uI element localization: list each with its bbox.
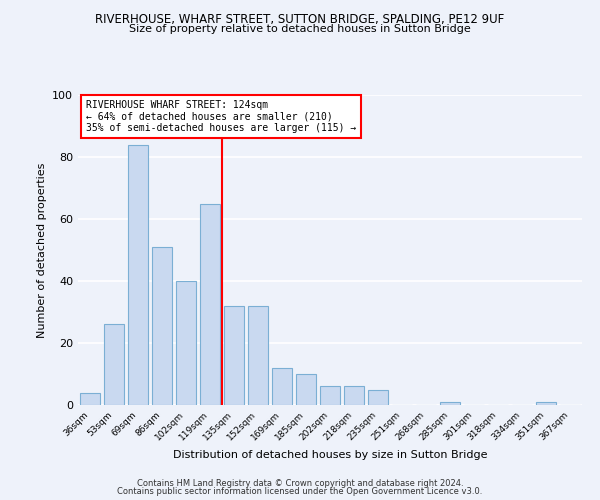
Bar <box>440 402 460 405</box>
Bar <box>128 144 148 405</box>
Bar <box>248 306 268 405</box>
Bar <box>200 204 220 405</box>
Bar <box>224 306 244 405</box>
Bar <box>320 386 340 405</box>
Text: Contains public sector information licensed under the Open Government Licence v3: Contains public sector information licen… <box>118 487 482 496</box>
Text: RIVERHOUSE WHARF STREET: 124sqm
← 64% of detached houses are smaller (210)
35% o: RIVERHOUSE WHARF STREET: 124sqm ← 64% of… <box>86 100 356 133</box>
Bar <box>80 392 100 405</box>
Y-axis label: Number of detached properties: Number of detached properties <box>37 162 47 338</box>
Bar <box>104 324 124 405</box>
Text: Contains HM Land Registry data © Crown copyright and database right 2024.: Contains HM Land Registry data © Crown c… <box>137 478 463 488</box>
Bar <box>296 374 316 405</box>
Bar <box>152 247 172 405</box>
X-axis label: Distribution of detached houses by size in Sutton Bridge: Distribution of detached houses by size … <box>173 450 487 460</box>
Bar <box>536 402 556 405</box>
Bar <box>344 386 364 405</box>
Text: RIVERHOUSE, WHARF STREET, SUTTON BRIDGE, SPALDING, PE12 9UF: RIVERHOUSE, WHARF STREET, SUTTON BRIDGE,… <box>95 12 505 26</box>
Bar <box>176 281 196 405</box>
Bar <box>272 368 292 405</box>
Text: Size of property relative to detached houses in Sutton Bridge: Size of property relative to detached ho… <box>129 24 471 34</box>
Bar <box>368 390 388 405</box>
